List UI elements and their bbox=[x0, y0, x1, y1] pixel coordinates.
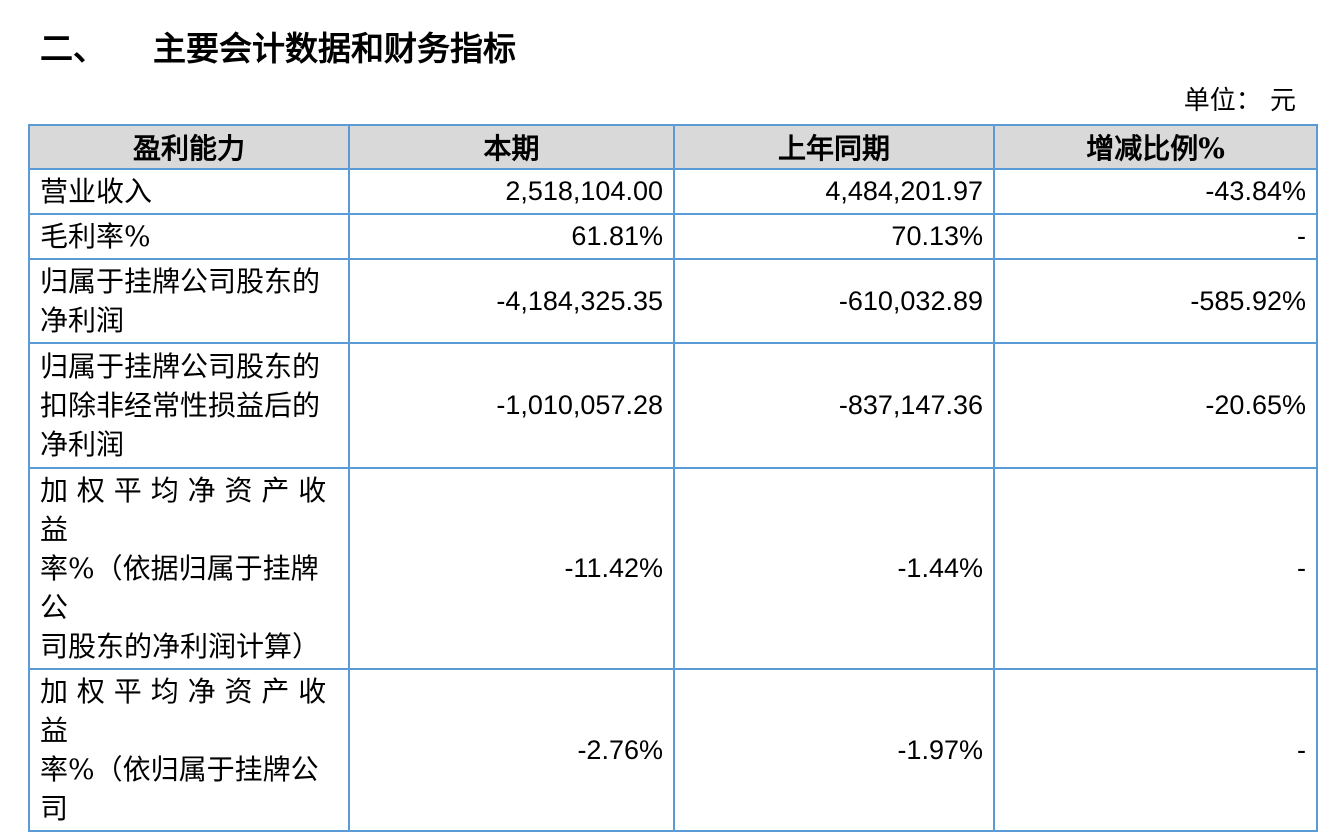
row-label: 归属于挂牌公司股东的 扣除非经常性损益后的 净利润 bbox=[28, 342, 350, 469]
table-row-weighted-avg-roe: 加 权 平 均 净 资 产 收 益 率%（依据归属于挂牌公 司股东的净利润计算）… bbox=[28, 467, 1318, 670]
row-label: 加 权 平 均 净 资 产 收 益 率%（依据归属于挂牌公 司股东的净利润计算） bbox=[28, 467, 350, 670]
value-prior: -610,032.89 bbox=[673, 258, 995, 344]
column-header-change-ratio: 增减比例% bbox=[993, 124, 1318, 170]
table-row-gross-margin: 毛利率% 61.81% 70.13% - bbox=[28, 213, 1318, 260]
value-current: -4,184,325.35 bbox=[348, 258, 675, 344]
value-change: -43.84% bbox=[993, 168, 1318, 215]
row-label: 毛利率% bbox=[28, 213, 350, 260]
table-header-row: 盈利能力 本期 上年同期 增减比例% bbox=[28, 124, 1318, 170]
page-title-text: 主要会计数据和财务指标 bbox=[153, 29, 516, 68]
row-label: 归属于挂牌公司股东的 净利润 bbox=[28, 258, 350, 344]
table-row-net-profit-excl-nonrecurring: 归属于挂牌公司股东的 扣除非经常性损益后的 净利润 -1,010,057.28 … bbox=[28, 342, 1318, 469]
value-prior: -837,147.36 bbox=[673, 342, 995, 469]
value-current: 2,518,104.00 bbox=[348, 168, 675, 215]
value-change: - bbox=[993, 467, 1318, 670]
section-number: 二、 bbox=[40, 29, 106, 68]
value-change: -585.92% bbox=[993, 258, 1318, 344]
page-title: 二、 主要会计数据和财务指标 bbox=[40, 26, 1336, 72]
row-label: 加 权 平 均 净 资 产 收 益 率%（依归属于挂牌公司 bbox=[28, 668, 350, 832]
financial-indicators-table: 盈利能力 本期 上年同期 增减比例% 营业收入 2,518,104.00 4,4… bbox=[28, 124, 1318, 832]
value-current: -11.42% bbox=[348, 467, 675, 670]
value-change: -20.65% bbox=[993, 342, 1318, 469]
column-header-current-period: 本期 bbox=[348, 124, 675, 170]
value-current: -2.76% bbox=[348, 668, 675, 832]
column-header-prior-period: 上年同期 bbox=[673, 124, 995, 170]
value-prior: -1.44% bbox=[673, 467, 995, 670]
value-prior: 4,484,201.97 bbox=[673, 168, 995, 215]
value-change: - bbox=[993, 213, 1318, 260]
value-prior: -1.97% bbox=[673, 668, 995, 832]
value-change: - bbox=[993, 668, 1318, 832]
unit-label: 单位： 元 bbox=[1183, 86, 1296, 116]
value-current: -1,010,057.28 bbox=[348, 342, 675, 469]
table-row-net-profit: 归属于挂牌公司股东的 净利润 -4,184,325.35 -610,032.89… bbox=[28, 258, 1318, 344]
table-row-weighted-avg-roe-truncated: 加 权 平 均 净 资 产 收 益 率%（依归属于挂牌公司 -2.76% -1.… bbox=[28, 668, 1318, 832]
table-row-operating-revenue: 营业收入 2,518,104.00 4,484,201.97 -43.84% bbox=[28, 168, 1318, 215]
row-label: 营业收入 bbox=[28, 168, 350, 215]
column-header-profitability: 盈利能力 bbox=[28, 124, 350, 170]
value-current: 61.81% bbox=[348, 213, 675, 260]
value-prior: 70.13% bbox=[673, 213, 995, 260]
